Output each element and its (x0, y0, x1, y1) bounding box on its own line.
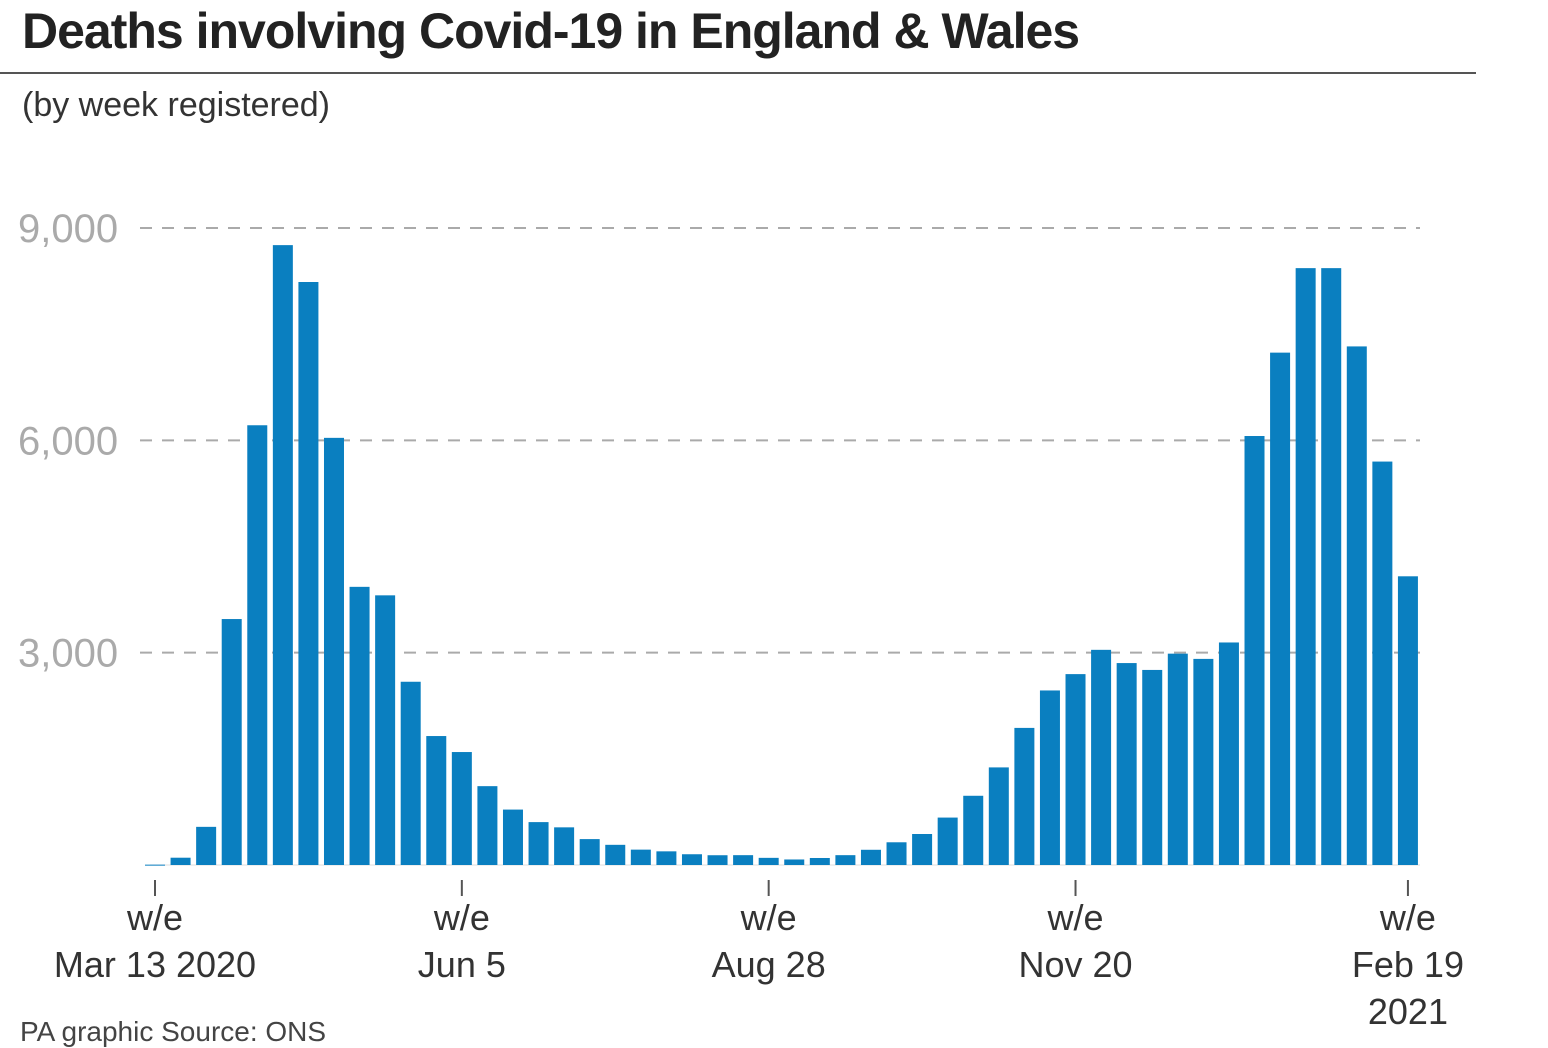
x-tick-label: w/e (740, 897, 797, 938)
bar (451, 752, 472, 865)
bar (1039, 690, 1060, 865)
x-tick-label: 2021 (1368, 991, 1448, 1032)
bar (400, 681, 421, 865)
source-credit: PA graphic Source: ONS (20, 1016, 327, 1047)
chart-subtitle: (by week registered) (22, 86, 331, 124)
y-tick-label: 9,000 (18, 207, 118, 251)
title-divider (0, 72, 1476, 74)
bar (1065, 674, 1086, 865)
x-tick-label: Jun 5 (418, 944, 506, 985)
chart-title: Deaths involving Covid-19 in England & W… (22, 3, 1080, 59)
x-tick-label: Mar 13 2020 (54, 944, 256, 985)
bar (1397, 576, 1418, 865)
bar (1142, 669, 1163, 865)
bar (1372, 461, 1393, 865)
y-tick-label: 3,000 (18, 632, 118, 676)
x-tick-label: Feb 19 (1352, 944, 1464, 985)
x-tick-label: w/e (1047, 897, 1104, 938)
x-tick-label: Nov 20 (1018, 944, 1132, 985)
bar (1167, 653, 1188, 865)
bar (809, 857, 830, 865)
bar (1091, 649, 1112, 865)
bar (323, 437, 344, 865)
bar (1218, 642, 1239, 865)
bar (1116, 663, 1137, 865)
bar (733, 855, 754, 865)
bar (605, 844, 626, 865)
bar (426, 736, 447, 865)
bar (1193, 658, 1214, 865)
bar (1014, 727, 1035, 865)
bar (221, 619, 242, 865)
bar (912, 833, 933, 865)
bar (298, 282, 319, 866)
x-tick-label: w/e (433, 897, 490, 938)
bar (937, 817, 958, 865)
bar (272, 245, 293, 865)
x-tick-label: w/e (1379, 897, 1436, 938)
bar (860, 849, 881, 865)
bar (758, 857, 779, 865)
bar (656, 851, 677, 865)
bar (349, 586, 370, 865)
bar (1295, 268, 1316, 866)
bar (579, 839, 600, 865)
x-tick-label: w/e (126, 897, 183, 938)
bar (1321, 268, 1342, 866)
bar (1270, 352, 1291, 866)
bar (630, 849, 651, 865)
x-tick-label: Aug 28 (712, 944, 826, 985)
bar (963, 795, 984, 865)
bar (477, 786, 498, 865)
bar (247, 425, 268, 865)
bar (988, 767, 1009, 865)
bar (784, 859, 805, 865)
bar (681, 854, 702, 865)
bar (554, 827, 575, 865)
bar (835, 855, 856, 865)
bar (502, 809, 523, 865)
bar (528, 822, 549, 865)
bar (1244, 436, 1265, 865)
y-tick-label: 6,000 (18, 419, 118, 463)
bar (707, 855, 728, 865)
bar (375, 595, 396, 865)
bar (170, 857, 191, 865)
bar (886, 842, 907, 865)
bar (1346, 346, 1367, 865)
bar (145, 864, 165, 866)
bar (196, 826, 217, 865)
